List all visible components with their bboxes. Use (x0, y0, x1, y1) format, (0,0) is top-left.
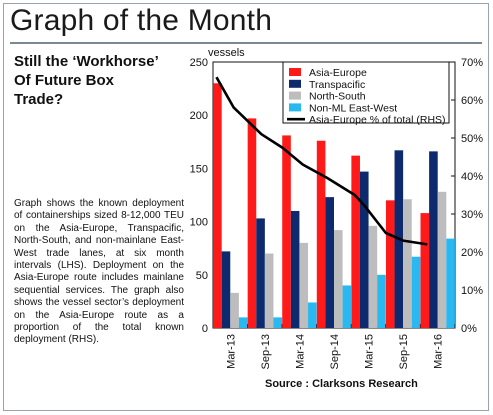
y-tick-label: 200 (190, 110, 208, 122)
legend-swatch (289, 79, 301, 88)
x-tick-label: Sep-15 (398, 334, 410, 369)
x-tick-label: Mar-15 (364, 334, 376, 369)
y-tick-label: 50 (196, 270, 208, 282)
legend-label: Transpacific (309, 79, 365, 91)
bar (213, 83, 222, 328)
y-tick-label: 150 (190, 163, 208, 175)
headline-line-2: Of Future Box (14, 72, 114, 89)
bar (429, 151, 438, 328)
y-axis-label: vessels (208, 47, 245, 59)
legend-label: Asia-Europe % of total (RHS) (309, 114, 446, 126)
bar (264, 253, 274, 328)
bar (230, 292, 239, 328)
bar (420, 213, 430, 328)
bar (290, 210, 300, 328)
bar (316, 140, 326, 328)
bar (273, 317, 283, 328)
bar (411, 256, 421, 328)
y2-tick-label: 50% (461, 133, 483, 145)
legend (282, 61, 450, 124)
page-title: Graph of the Month (10, 4, 273, 37)
bar (437, 191, 447, 328)
x-tick-label: Mar-13 (225, 334, 237, 369)
bar (325, 197, 334, 328)
bar (359, 171, 369, 328)
bar (282, 135, 291, 328)
y2-tick-label: 30% (461, 209, 483, 221)
y-tick-label: 100 (190, 217, 208, 229)
x-tick-label: Sep-14 (329, 334, 341, 369)
legend-label: North-South (309, 91, 366, 103)
y2-tick-label: 10% (461, 285, 483, 297)
y2-tick-label: 40% (461, 171, 483, 183)
y2-tick-label: 20% (461, 247, 483, 259)
legend-label: Non-ML East-West (309, 102, 397, 114)
header: Graph of the Month (10, 2, 482, 44)
bar (403, 199, 412, 328)
bar (446, 238, 455, 328)
legend-swatch (289, 68, 301, 76)
bar (334, 230, 343, 328)
bar (238, 317, 248, 328)
legend-label: Asia-Europe (309, 67, 367, 79)
bar (368, 225, 378, 328)
bar (351, 155, 360, 328)
headline-line-3: Trade? (14, 91, 64, 108)
source-credit: Source : Clarksons Research (265, 378, 418, 390)
description-text: Graph shows the known deployment of cont… (14, 198, 184, 346)
bar (247, 118, 257, 328)
y2-tick-label: 70% (461, 57, 483, 69)
header-rule (10, 42, 482, 44)
bar (385, 200, 395, 328)
bar (256, 218, 265, 328)
bar (342, 285, 352, 328)
headline-line-1: Still the ‘Workhorse’ (14, 53, 159, 70)
y2-tick-label: 0% (461, 323, 477, 335)
x-tick-label: Mar-14 (294, 334, 306, 369)
y-tick-label: 250 (190, 57, 208, 69)
bar (221, 251, 231, 328)
headline: Still the ‘Workhorse’ Of Future Box Trad… (14, 52, 184, 109)
bar (377, 274, 386, 328)
x-tick-label: Sep-13 (260, 334, 272, 369)
y2-tick-label: 60% (461, 95, 483, 107)
x-tick-label: Mar-16 (433, 334, 445, 369)
line-series-asia-europe-share (215, 76, 428, 246)
y-tick-label: 0 (202, 323, 208, 335)
bar (308, 302, 317, 328)
bar (299, 242, 309, 328)
legend-swatch (289, 91, 301, 100)
legend-swatch (289, 103, 301, 112)
